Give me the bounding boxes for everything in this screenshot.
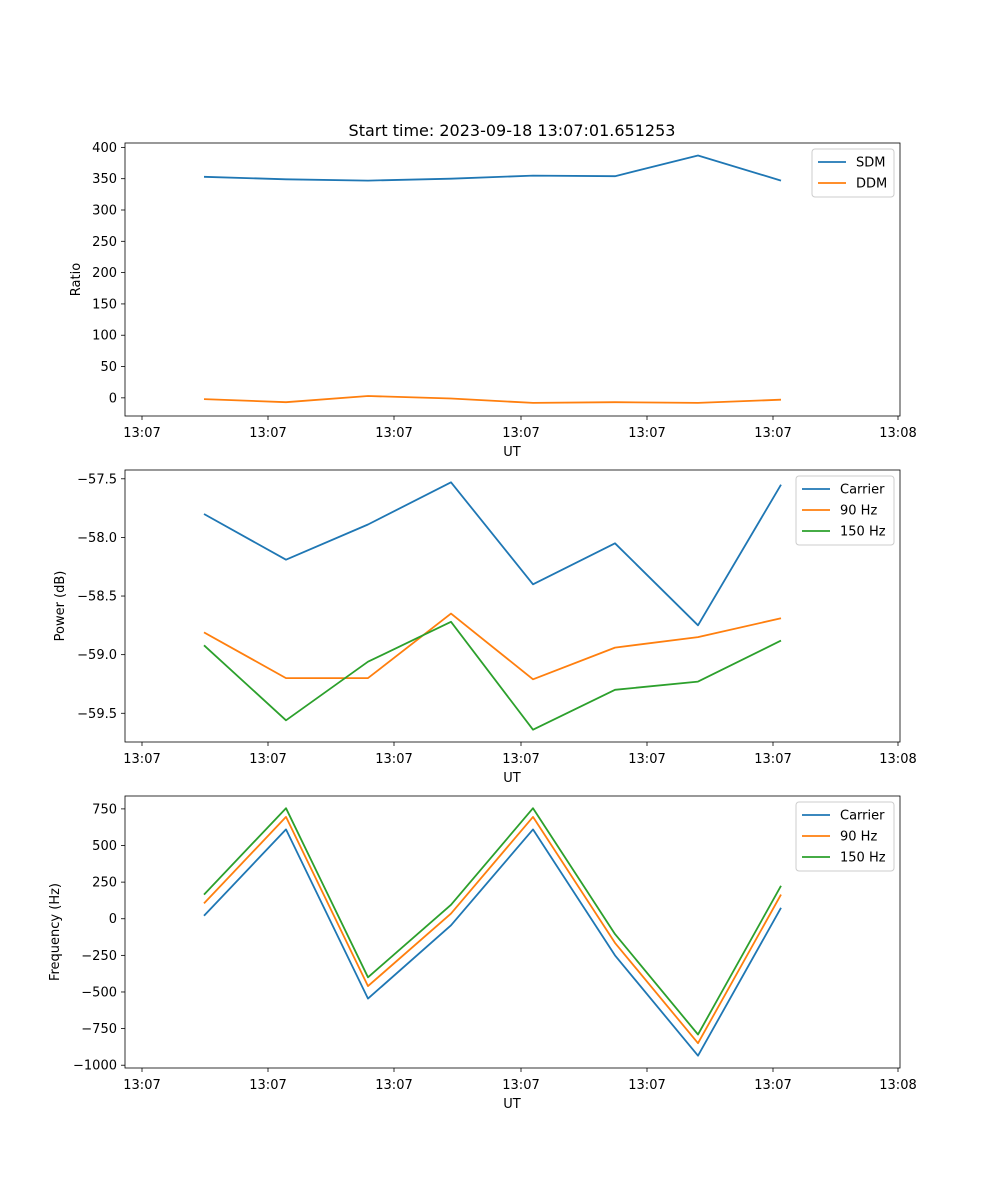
x-tick-label: 13:07 <box>502 1078 539 1093</box>
y-tick-label: 750 <box>92 802 117 817</box>
x-tick-label: 13:07 <box>754 1078 791 1093</box>
y-tick-label: 300 <box>92 203 117 218</box>
y-tick-label: −59.5 <box>77 707 117 722</box>
legend-box <box>811 148 895 198</box>
y-tick-label: 100 <box>92 329 117 344</box>
series-line-90-hz <box>203 816 782 1045</box>
x-tick-label: 13:07 <box>628 1078 665 1093</box>
series-line-carrier <box>203 481 782 627</box>
y-tick-label: 350 <box>92 172 117 187</box>
y-tick-label: 250 <box>92 876 117 891</box>
x-tick-label: 13:07 <box>249 752 286 767</box>
y-tick-label: 0 <box>109 391 117 406</box>
x-tick-label: 13:08 <box>879 1078 916 1093</box>
y-tick-label: 0 <box>109 912 117 927</box>
y-tick-label: 50 <box>100 360 117 375</box>
x-tick-label: 13:07 <box>375 752 412 767</box>
series-line-carrier <box>203 828 782 1057</box>
y-tick-label: 200 <box>92 266 117 281</box>
chart-panel-3: 13:07 13:07 13:07 13:07 13:07 13:07 13:08 −1000… <box>48 795 917 1112</box>
legend-label: Carrier <box>840 809 885 824</box>
legend-label: 150 Hz <box>840 851 886 866</box>
x-axis-label: UT <box>503 445 521 460</box>
chart-panel-2: 13:07 13:07 13:07 13:07 13:07 13:07 13:08 −59.5… <box>53 469 917 786</box>
legend-label: 90 Hz <box>840 830 877 845</box>
legend-label: DDM <box>856 177 887 192</box>
y-tick-label: 500 <box>92 839 117 854</box>
y-axis-label: Frequency (Hz) <box>48 883 63 981</box>
series-line-90-hz <box>203 612 782 681</box>
y-tick-label: 250 <box>92 235 117 250</box>
x-tick-label: 13:07 <box>628 426 665 441</box>
series-line-ddm <box>203 395 782 404</box>
y-tick-label: −750 <box>81 1022 117 1037</box>
legend-box <box>795 475 895 546</box>
legend-label: 90 Hz <box>840 504 877 519</box>
y-axis-label: Power (dB) <box>53 571 68 642</box>
series-line-sdm <box>203 154 782 182</box>
axes-frame <box>124 469 901 743</box>
legend-label: SDM <box>856 156 885 171</box>
x-tick-label: 13:07 <box>502 426 539 441</box>
x-tick-label: 13:07 <box>375 426 412 441</box>
x-tick-label: 13:08 <box>879 752 916 767</box>
series-line-150-hz <box>203 807 782 1036</box>
legend-label: 150 Hz <box>840 525 886 540</box>
legend-box <box>795 801 895 872</box>
y-tick-label: −57.5 <box>77 472 117 487</box>
y-tick-label: 400 <box>92 141 117 156</box>
x-tick-label: 13:07 <box>249 426 286 441</box>
axes-frame <box>124 795 901 1069</box>
x-tick-label: 13:07 <box>123 426 160 441</box>
chart-panel-1: 13:07 13:07 13:07 13:07 13:07 13:07 13:08 0 50 10… <box>69 141 917 460</box>
figure-title: Start time: 2023-09-18 13:07:01.651253 <box>349 121 676 140</box>
y-tick-label: 150 <box>92 297 117 312</box>
x-tick-label: 13:07 <box>502 752 539 767</box>
x-tick-label: 13:07 <box>123 1078 160 1093</box>
axes-frame <box>124 142 901 417</box>
y-tick-label: −250 <box>81 949 117 964</box>
x-tick-label: 13:07 <box>754 426 791 441</box>
y-tick-label: −1000 <box>73 1059 117 1074</box>
x-tick-label: 13:07 <box>249 1078 286 1093</box>
x-tick-label: 13:08 <box>879 426 916 441</box>
x-axis-label: UT <box>503 1097 521 1112</box>
y-tick-label: −58.0 <box>77 531 117 546</box>
y-tick-label: −59.0 <box>77 648 117 663</box>
x-tick-label: 13:07 <box>123 752 160 767</box>
y-tick-label: −58.5 <box>77 590 117 605</box>
x-tick-label: 13:07 <box>628 752 665 767</box>
x-tick-label: 13:07 <box>754 752 791 767</box>
legend-label: Carrier <box>840 483 885 498</box>
x-tick-label: 13:07 <box>375 1078 412 1093</box>
series-line-150-hz <box>203 620 782 731</box>
x-axis-label: UT <box>503 771 521 786</box>
y-axis-label: Ratio <box>69 263 84 296</box>
y-tick-label: −500 <box>81 985 117 1000</box>
